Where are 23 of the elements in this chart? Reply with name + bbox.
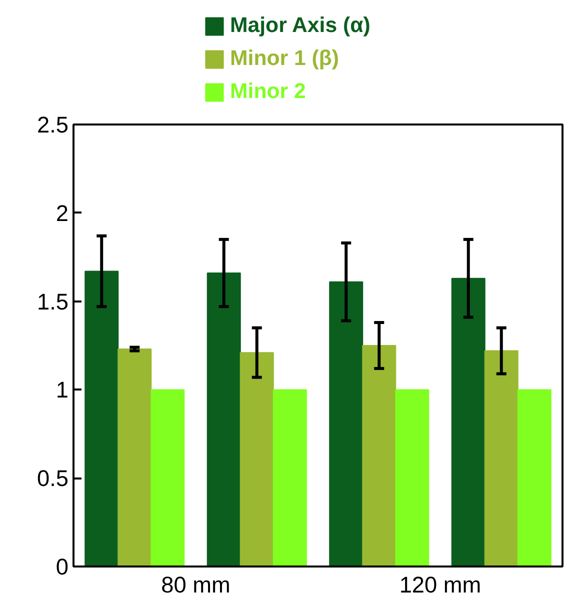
y-tick-label: 2 bbox=[56, 200, 69, 226]
bar bbox=[272, 389, 307, 566]
bar bbox=[517, 389, 552, 566]
text: 80 mm bbox=[161, 572, 230, 598]
bar bbox=[84, 270, 119, 566]
legend-label: Minor 2 bbox=[230, 79, 306, 104]
bar bbox=[240, 352, 274, 566]
bar bbox=[329, 281, 364, 566]
y-tick-label: 1.5 bbox=[37, 288, 69, 314]
bar bbox=[362, 345, 396, 566]
bar bbox=[484, 350, 518, 566]
y-tick-label: 0.5 bbox=[37, 465, 69, 492]
bar bbox=[118, 348, 152, 566]
bar bbox=[206, 272, 241, 566]
y-tick-label: 2.5 bbox=[37, 112, 69, 138]
bar bbox=[395, 389, 430, 566]
bar bbox=[451, 278, 486, 566]
text: 120 mm bbox=[399, 572, 482, 598]
y-tick-label: 0 bbox=[56, 554, 69, 580]
bar bbox=[150, 389, 185, 566]
y-tick-label: 1 bbox=[56, 376, 69, 403]
legend-label: Major Axis (α) bbox=[230, 13, 370, 38]
legend-label: Minor 1 (β) bbox=[230, 46, 339, 71]
